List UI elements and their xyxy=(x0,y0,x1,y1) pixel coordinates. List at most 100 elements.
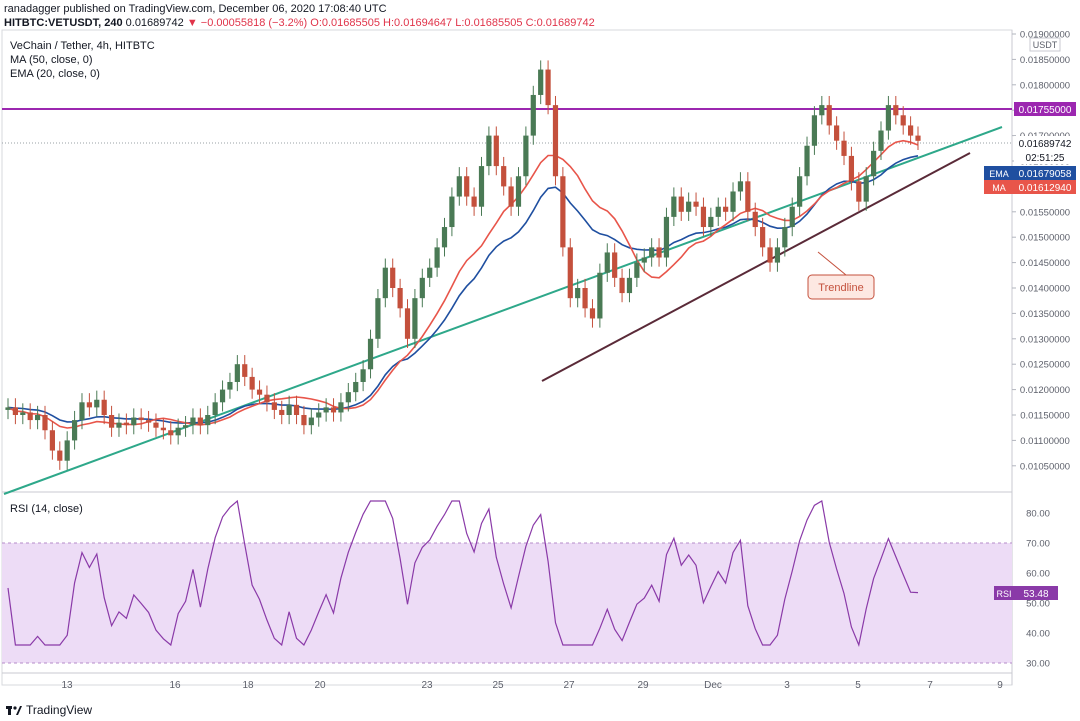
candle-body xyxy=(116,422,122,428)
candle-body xyxy=(456,176,462,197)
last-price-value: 0.01689742 xyxy=(1019,139,1072,150)
time-tick-label: 9 xyxy=(997,680,1003,691)
candle-body xyxy=(375,298,381,339)
candle-body xyxy=(382,267,388,299)
candles xyxy=(5,60,921,470)
ma-line xyxy=(7,139,919,429)
candle-body xyxy=(441,227,448,248)
price-tick-label: 0.01400000 xyxy=(1020,284,1070,295)
trendline-label-box[interactable] xyxy=(807,274,875,300)
candle-body xyxy=(723,206,729,212)
candle-body xyxy=(12,407,18,415)
ohlc-values: O:0.01685505 H:0.01694647 L:0.01685505 C… xyxy=(310,17,595,29)
candle-body xyxy=(545,69,551,106)
price-tick-label: 0.01550000 xyxy=(1020,207,1070,218)
candle-body xyxy=(234,364,240,382)
candle-body xyxy=(508,186,514,207)
candle-body xyxy=(811,115,818,146)
candle-body xyxy=(353,381,359,393)
candle-body xyxy=(641,257,647,263)
ema-line xyxy=(7,155,919,424)
time-tick-label: 5 xyxy=(855,680,861,691)
candle-body xyxy=(449,196,455,228)
rsi-axis-ticks: 80.00 70.00 60.00 50.00 40.00 30.00 xyxy=(1026,509,1050,670)
candle-body xyxy=(168,430,174,436)
candle-body xyxy=(693,201,699,207)
candle-body xyxy=(863,176,869,202)
ma-badge xyxy=(1014,180,1076,194)
candle-body xyxy=(893,105,899,116)
candle-body xyxy=(138,417,144,421)
price-tick-label: 0.01900000 xyxy=(1020,30,1070,41)
currency-label: USDT xyxy=(1033,40,1058,50)
price-tick-label: 0.01150000 xyxy=(1020,411,1070,422)
candle-body xyxy=(182,425,189,428)
last-price-text: 0.01689742 xyxy=(125,17,184,29)
candle-body xyxy=(515,176,522,207)
candle-body xyxy=(826,105,832,126)
candle-body xyxy=(301,415,307,426)
candle-body xyxy=(841,140,847,156)
price-tick-label: 0.01350000 xyxy=(1020,309,1070,320)
rsi-tag-label: RSI xyxy=(996,589,1011,599)
price-tick-label: 0.01250000 xyxy=(1020,360,1070,371)
candle-body xyxy=(804,145,810,177)
candle-body xyxy=(49,430,55,451)
candle-body xyxy=(715,206,721,217)
candle-body xyxy=(760,227,766,248)
price-chart[interactable]: VeChain / Tether, 4h, HITBTC MA (50, clo… xyxy=(0,0,1080,700)
candle-body xyxy=(390,267,396,288)
candle-body xyxy=(708,216,714,228)
candle-body xyxy=(885,105,892,131)
ema-value: 0.01679058 xyxy=(1019,169,1072,180)
ema-tag-label: EMA xyxy=(989,169,1009,179)
candle-body xyxy=(419,277,425,299)
tradingview-logo-icon xyxy=(6,706,22,715)
candle-body xyxy=(752,211,758,228)
time-axis: 13 16 18 20 23 25 27 29 Dec 3 5 7 9 xyxy=(61,680,1003,691)
time-tick-label: 7 xyxy=(927,680,933,691)
resistance-value: 0.01755000 xyxy=(1019,105,1072,116)
candle-body xyxy=(227,381,233,390)
candle-body xyxy=(834,125,840,141)
candle-countdown: 02:51:25 xyxy=(1026,153,1065,164)
ema-tag xyxy=(984,166,1014,180)
price-change: −0.00055818 (−3.2%) xyxy=(200,17,308,29)
candle-body xyxy=(256,389,263,395)
candle-body xyxy=(900,115,906,126)
rsi-band xyxy=(2,543,1012,663)
candle-body xyxy=(271,402,277,410)
candle-body xyxy=(175,427,181,436)
trendline[interactable] xyxy=(541,152,971,382)
brand-name: TradingView xyxy=(26,703,93,717)
rsi-badge xyxy=(1014,586,1058,600)
candle-body xyxy=(249,376,255,390)
candle-body xyxy=(123,422,129,426)
candle-body xyxy=(197,417,203,426)
candle-body xyxy=(79,402,85,421)
candle-body xyxy=(523,135,529,177)
rsi-value: 53.48 xyxy=(1023,589,1048,600)
candle-body xyxy=(330,407,337,413)
candle-body xyxy=(671,196,677,217)
candle-body xyxy=(293,404,300,415)
candle-body xyxy=(493,135,499,167)
candle-body xyxy=(308,417,314,426)
candle-body xyxy=(908,125,914,136)
price-tick-label: 0.01450000 xyxy=(1020,258,1070,269)
candle-body xyxy=(819,105,825,116)
symbol-name: HITBTC:VETUSDT, 240 xyxy=(4,17,123,29)
resistance-badge xyxy=(1014,102,1076,116)
footer: TradingView xyxy=(6,702,92,718)
candle-body xyxy=(538,69,544,95)
symbol-line: HITBTC:VETUSDT, 240 0.01689742 ▼ −0.0005… xyxy=(4,16,1074,30)
candle-body xyxy=(501,166,507,187)
rsi-tick-label: 80.00 xyxy=(1026,509,1050,520)
time-tick-label: 23 xyxy=(421,680,433,691)
candle-body xyxy=(108,415,115,428)
candle-body xyxy=(367,338,374,370)
candle-body xyxy=(560,176,566,248)
candle-body xyxy=(397,288,403,309)
candle-body xyxy=(57,450,63,461)
candle-body xyxy=(264,394,270,403)
